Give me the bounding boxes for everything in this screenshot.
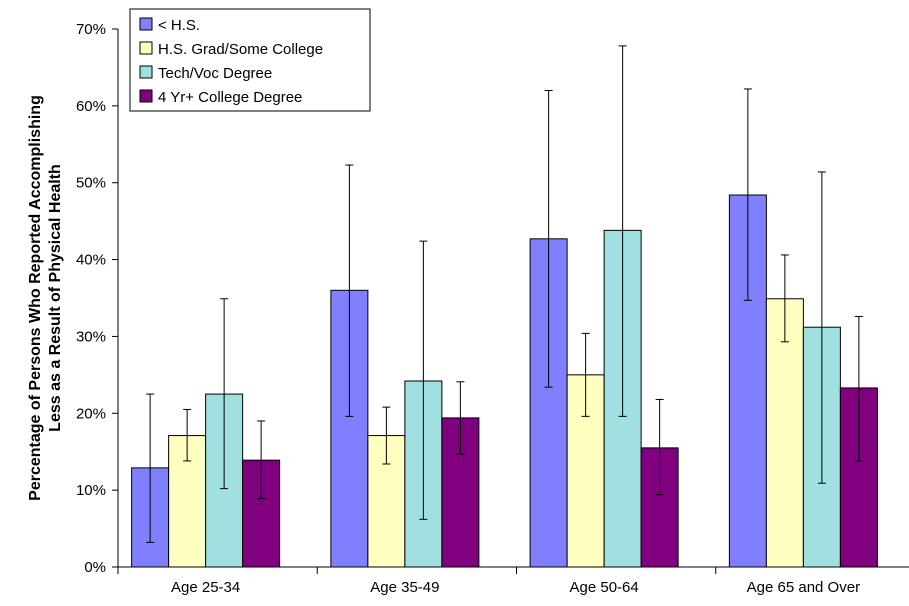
y-tick-label: 10% [76, 482, 106, 499]
legend-swatch [139, 65, 153, 79]
bars-layer [131, 194, 878, 568]
y-tick-label: 20% [76, 405, 106, 422]
legend-swatch [139, 41, 153, 55]
legend-label: < H.S. [158, 17, 200, 34]
x-tick-label: Age 50-64 [570, 579, 639, 596]
y-tick-label: 40% [76, 252, 106, 269]
y-tick-label: 70% [76, 21, 106, 38]
legend-label: Tech/Voc Degree [158, 65, 272, 82]
y-tick-label: 60% [76, 98, 106, 115]
axes-layer: 0% 10% 20% 30% 40% 50% 60% 70% Age 25-34 Age 35-4… [76, 21, 909, 596]
legend-box [129, 8, 371, 112]
legend-swatch [139, 17, 153, 31]
x-tick-label: Age 25-34 [171, 579, 240, 596]
y-axis-title: Percentage of Persons Who Reported Accom… [27, 95, 64, 501]
y-tick-label: 30% [76, 328, 106, 345]
legend-label: H.S. Grad/Some College [158, 41, 323, 58]
x-tick-label: Age 65 and Over [747, 579, 860, 596]
legend-swatch [139, 89, 153, 103]
y-tick-label: 0% [84, 559, 106, 576]
bar [765, 298, 804, 568]
y-tick-label: 50% [76, 175, 106, 192]
error-bars-layer [146, 45, 863, 543]
legend-label: 4 Yr+ College Degree [158, 89, 302, 106]
y-axis-title-line: Less as a Result of Physical Health [47, 164, 64, 432]
legend: < H.S. H.S. Grad/Some College Tech/Voc Deg… [129, 8, 371, 112]
x-tick-label: Age 35-49 [370, 579, 439, 596]
y-axis-title-line: Percentage of Persons Who Reported Accom… [27, 95, 44, 501]
